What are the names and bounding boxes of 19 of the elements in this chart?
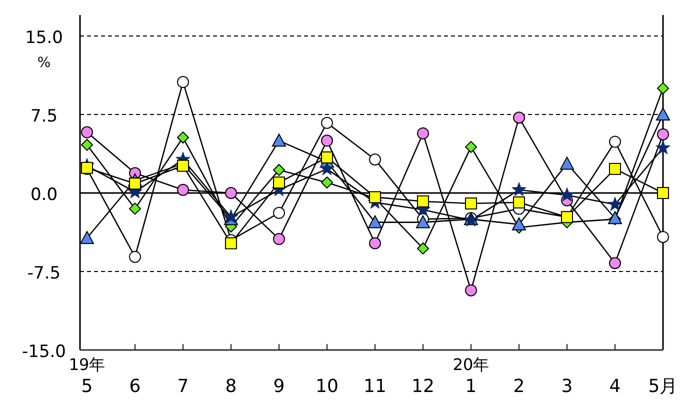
y-tick-label: -7.5 bbox=[27, 264, 61, 284]
y-axis-title: % bbox=[37, 55, 51, 71]
x-tick-label: 4 bbox=[609, 376, 621, 397]
x-tick-label: 10 bbox=[316, 376, 338, 397]
y-tick-label: 0.0 bbox=[30, 185, 58, 205]
x-tick-label: 9 bbox=[273, 376, 285, 397]
x-tick-label: 20年 1 bbox=[452, 355, 490, 397]
x-tick-label: 8 bbox=[225, 376, 237, 397]
x-tick-label: 12 bbox=[412, 376, 434, 397]
y-tick-label: 7.5 bbox=[30, 106, 58, 126]
y-tick-label: 15.0 bbox=[25, 28, 63, 48]
x-tick-label: 2 bbox=[513, 376, 525, 397]
x-tick-label: 11 bbox=[364, 376, 386, 397]
x-tick-label: 5月 bbox=[648, 376, 678, 397]
x-tick-label: 7 bbox=[177, 376, 189, 397]
x-tick-label: 6 bbox=[129, 376, 141, 397]
y-tick-label: -15.0 bbox=[22, 342, 66, 362]
x-tick-label: 3 bbox=[561, 376, 573, 397]
x-tick-label: 19年 5 bbox=[68, 355, 106, 397]
